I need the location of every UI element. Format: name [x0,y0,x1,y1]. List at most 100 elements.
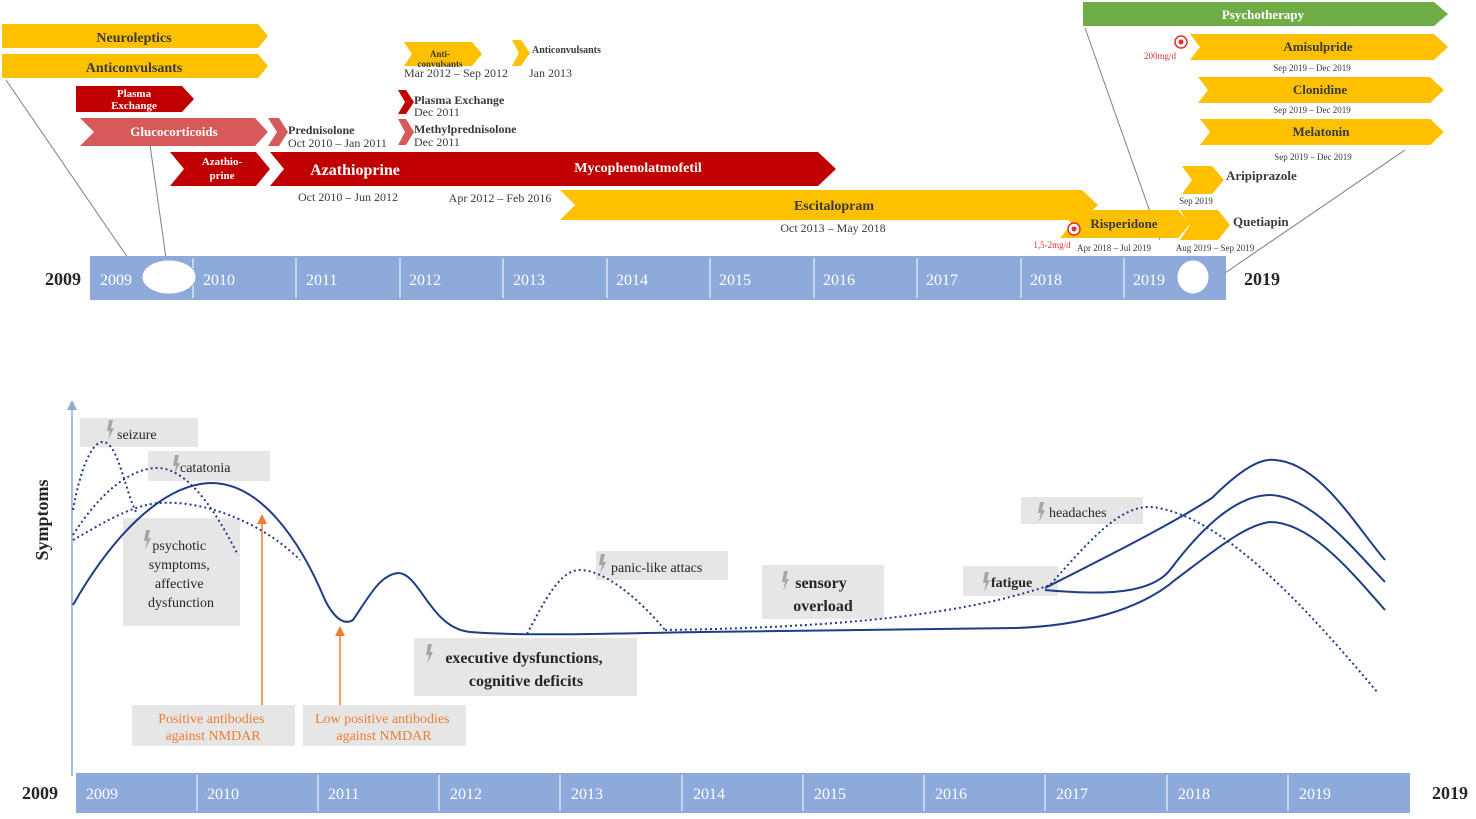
treatment-arrow-azathioprine [270,152,446,186]
lightning-icon [426,644,433,664]
psychotic-curve [72,501,301,561]
top-year-label: 2019 [1133,272,1165,289]
treatment-arrow-plasma-exchange-2011 [398,90,414,114]
symptom-box-panic [596,551,728,580]
bottom-year-label: 2009 [86,786,118,803]
treatment-arrows: Neuroleptics Anticonvulsants Plasma Excha… [2,2,1448,253]
top-year-label: 2017 [926,272,958,289]
seizure-curve [72,440,137,513]
symptom-box-seizure [80,418,198,447]
bottom-year-label: 2017 [1056,786,1088,803]
y-axis-label: Symptoms [32,479,52,560]
treatment-dates: Sep 2019 – Dec 2019 [1273,105,1351,115]
top-year-label: 2015 [719,272,751,289]
treatment-arrow-mycophenolatmofetil [430,152,836,186]
bottom-year-label: 2014 [693,786,725,803]
bottom-year-label: 2011 [328,786,359,803]
symptom-box-fatigue [963,566,1058,596]
bottom-year-label: 2018 [1178,786,1210,803]
treatment-dates: Oct 2013 – May 2018 [780,221,885,235]
treatment-label: Prednisolone [288,123,355,137]
bottom-year-label: 2016 [935,786,967,803]
bottom-year-label: 2019 [1299,786,1331,803]
annotation-box-positive [132,705,295,746]
treatment-label: Glucocorticoids [130,124,217,139]
main-symptom-curve [72,481,1386,636]
symptom-box-executive [414,638,637,696]
top-marker-2019 [1176,259,1210,295]
bottom-year-label: 2013 [571,786,603,803]
panic-curve [526,568,666,635]
bottom-year-label: 2010 [207,786,239,803]
solid-symptom-curves [72,458,1386,636]
treatment-label: Azathioprine [310,162,400,179]
treatment-label: Risperidone [1090,216,1157,231]
dose-label: 200mg/d [1144,51,1177,61]
top-year-label: 2016 [823,272,855,289]
target-dose-icon-center [1178,39,1184,45]
treatment-label: Anticonvulsants [86,61,183,76]
top-year-dividers [192,258,1125,298]
lightning-icons [107,420,1045,664]
treatment-dates: Sep 2019 – Dec 2019 [1273,63,1351,73]
treatment-label: Clonidine [1293,82,1347,97]
top-year-label: 2013 [513,272,545,289]
treatment-arrow-melatonin [1200,119,1444,145]
treatment-dates: Mar 2012 – Sep 2012 [404,66,508,80]
treatment-arrow-escitalopram [560,190,1098,220]
catatonia-curve [72,466,239,556]
treatment-dates: Dec 2011 [414,135,460,149]
lightning-icon [1038,502,1045,522]
antibody-arrowhead [257,514,267,524]
bottom-year-labels: 2009 2010 2011 2012 2013 2014 2015 2016 … [86,786,1331,803]
top-year-label: 2009 [100,272,132,289]
treatment-arrow-aripiprazole [1182,166,1224,194]
treatment-dates: Sep 2019 [1179,196,1213,206]
symptom-label-fatigue: fatigue [991,576,1032,591]
lightning-icon [983,572,990,592]
connector-lines [5,27,1406,276]
treatment-dates: Jan 2013 [529,66,572,80]
annotation-positive-antibodies: Positive antibodies against NMDAR [158,712,268,744]
treatment-arrow-psychotherapy [1083,2,1448,26]
treatment-arrow-anticonvulsants [2,54,268,78]
symptom-label-psychotic: psychotic symptoms, affective dysfunctio… [148,539,214,611]
treatment-arrow-prednisolone [268,118,288,146]
treatment-dates: Aug 2019 – Sep 2019 [1176,243,1255,253]
bottom-start-year: 2009 [22,783,58,803]
bottom-year-label: 2012 [450,786,482,803]
symptom-box-psychotic [123,518,240,626]
treatment-arrow-azathioprine-early [170,152,270,186]
treatment-arrow-clonidine [1198,77,1444,103]
treatment-label: Mycophenolatmofetil [574,161,702,176]
bottom-end-year: 2019 [1432,783,1468,803]
treatment-label: Neuroleptics [96,31,172,46]
symptom-labels: seizure catatonia psychotic symptoms, af… [117,428,1107,690]
treatment-label: Plasma Exchange [111,88,157,112]
middle-symptom-curve [1044,493,1386,594]
symptom-box-catatonia [148,451,270,481]
treatment-arrow-plasma-exchange [76,86,194,112]
bottom-year-label: 2015 [814,786,846,803]
top-year-label: 2018 [1030,272,1062,289]
treatment-arrow-anticonvulsants-2013 [512,40,530,66]
treatment-arrow-neuroleptics [2,24,268,48]
treatment-arrow-anticonvulsants-2012 [404,42,482,66]
symptom-chart: Symptoms [22,400,1468,813]
bottom-year-band [76,773,1410,813]
headache-curve [664,505,1379,694]
treatment-arrow-quetiapin [1180,210,1230,240]
y-axis-arrowhead [67,400,77,410]
treatment-label: Melatonin [1292,124,1350,139]
treatment-label: Anti-convulsants [417,49,463,69]
lightning-icon [173,455,180,475]
symptom-label-executive: executive dysfunctions, cognitive defici… [445,650,606,690]
top-start-year: 2009 [45,269,81,289]
treatment-dates: Apr 2018 – Jul 2019 [1077,243,1151,253]
treatment-label: Amisulpride [1283,39,1353,54]
dose-label: 1,5-2mg/d [1033,240,1071,250]
symptom-label-panic: panic-like attacs [611,561,702,576]
top-end-year: 2019 [1244,269,1280,289]
symptom-box-sensory [762,565,884,619]
top-year-label: 2014 [616,272,648,289]
